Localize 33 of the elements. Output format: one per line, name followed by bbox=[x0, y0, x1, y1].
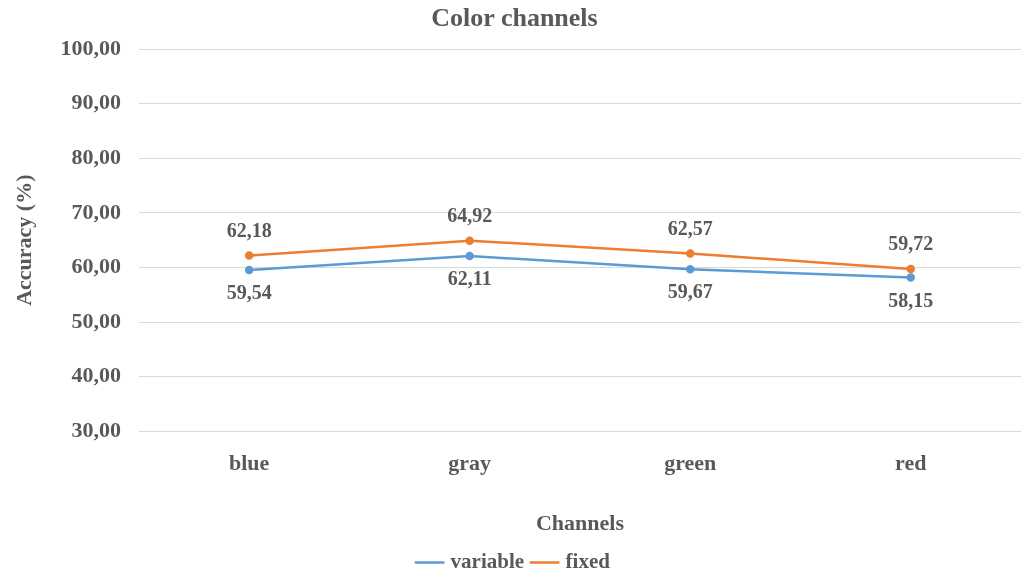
x-tick-label: blue bbox=[228, 450, 270, 476]
data-label: 59,54 bbox=[226, 281, 272, 304]
y-tick-label: 60,00 bbox=[71, 253, 121, 279]
y-tick-label: 100,00 bbox=[60, 34, 121, 60]
y-tick-label: 70,00 bbox=[71, 198, 121, 224]
point bbox=[906, 264, 915, 274]
legend-label: fixed bbox=[565, 548, 611, 573]
data-label: 62,57 bbox=[667, 216, 713, 239]
x-axis-title: Channels bbox=[535, 510, 625, 536]
x-tick-label: gray bbox=[448, 450, 492, 476]
point bbox=[685, 249, 695, 258]
point bbox=[906, 273, 915, 282]
point bbox=[465, 236, 474, 245]
point bbox=[465, 251, 474, 261]
point bbox=[685, 265, 695, 274]
data-label: 62,18 bbox=[226, 218, 272, 241]
data-label: 58,15 bbox=[888, 288, 934, 311]
data-label: 59,72 bbox=[888, 232, 934, 255]
y-tick-label: 30,00 bbox=[71, 416, 121, 442]
y-axis-title: Accuracy (%) bbox=[10, 174, 36, 306]
data-label: 62,11 bbox=[447, 267, 492, 290]
y-tick-label: 80,00 bbox=[71, 144, 121, 170]
x-tick-label: green bbox=[664, 450, 717, 476]
data-label: 64,92 bbox=[447, 203, 493, 226]
y-tick-label: 40,00 bbox=[71, 362, 121, 388]
data-label: 59,67 bbox=[667, 280, 713, 303]
y-tick-label: 50,00 bbox=[71, 307, 121, 333]
chart-title: Color channels bbox=[431, 3, 598, 33]
y-tick-label: 90,00 bbox=[71, 89, 121, 115]
point bbox=[244, 265, 254, 275]
legend-label: variable bbox=[450, 548, 525, 573]
point bbox=[244, 251, 254, 260]
x-tick-label: red bbox=[895, 450, 927, 476]
